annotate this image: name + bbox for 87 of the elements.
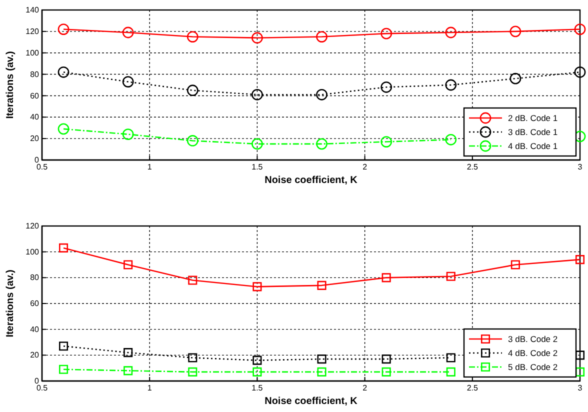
y-tick-label: 80 <box>30 273 40 282</box>
y-tick-label: 100 <box>26 48 40 58</box>
point <box>445 134 457 146</box>
point <box>445 79 457 91</box>
x-tick-label: 2.5 <box>466 384 479 393</box>
point <box>122 76 134 88</box>
y-tick-label: 100 <box>26 247 40 256</box>
point <box>382 354 391 364</box>
y-tick-label: 120 <box>26 222 40 231</box>
point <box>446 367 456 376</box>
point <box>124 348 133 358</box>
x-tick-label: 3 <box>578 384 583 393</box>
point <box>252 88 263 100</box>
point <box>58 123 70 135</box>
point <box>58 66 70 78</box>
point <box>58 243 68 252</box>
y-tick-label: 80 <box>30 70 40 79</box>
point <box>186 84 198 96</box>
x-tick-label: 1 <box>147 162 152 172</box>
point <box>58 342 68 351</box>
point <box>317 280 326 290</box>
legend-label: 3 dB. Code 1 <box>508 127 558 137</box>
point <box>446 272 456 281</box>
x-axis-title: Noise coefficient, K <box>264 396 358 407</box>
point <box>380 81 392 93</box>
point <box>380 28 392 40</box>
point <box>252 356 262 365</box>
point <box>316 31 328 42</box>
y-axis-title: Iterations (av.) <box>5 270 16 338</box>
y-tick-label: 40 <box>30 324 40 334</box>
x-tick-label: 0.5 <box>36 162 48 172</box>
point <box>124 260 133 270</box>
point <box>58 364 68 374</box>
legend-label: 4 dB. Code 1 <box>508 141 558 151</box>
y-tick-label: 20 <box>30 134 40 144</box>
x-axis-title: Noise coefficient, K <box>264 175 358 186</box>
point <box>252 282 262 292</box>
point <box>122 128 134 140</box>
y-tick-label: 0 <box>34 376 40 386</box>
y-axis-title: Iterations (av.) <box>5 51 16 119</box>
point <box>380 136 392 148</box>
point <box>252 32 263 44</box>
x-tick-label: 1 <box>147 384 152 393</box>
point <box>446 353 456 362</box>
point <box>510 72 522 84</box>
point <box>252 367 262 376</box>
y-tick-label: 60 <box>30 299 40 308</box>
x-tick-label: 2.5 <box>466 162 479 172</box>
x-tick-label: 3 <box>578 162 583 172</box>
y-tick-label: 20 <box>30 350 40 360</box>
point <box>574 24 586 35</box>
legend-label: 4 dB. Code 2 <box>508 348 558 358</box>
y-tick-label: 140 <box>26 6 40 15</box>
point <box>122 26 134 38</box>
point <box>317 354 326 364</box>
x-tick-label: 0.5 <box>36 384 48 393</box>
point <box>316 138 328 150</box>
y-tick-label: 60 <box>30 91 40 100</box>
point <box>575 255 585 264</box>
point <box>317 367 326 376</box>
legend-label: 3 dB. Code 2 <box>508 334 558 344</box>
point <box>510 26 522 38</box>
point <box>382 273 391 282</box>
point <box>188 276 198 285</box>
point <box>510 260 520 270</box>
x-tick-label: 1.5 <box>252 384 264 393</box>
point <box>186 135 198 146</box>
legend-label: 2 dB. Code 1 <box>508 113 558 123</box>
legend-label: 5 dB. Code 2 <box>508 362 558 372</box>
point <box>445 26 457 38</box>
point <box>574 66 586 78</box>
y-tick-label: 40 <box>30 112 40 122</box>
point <box>188 353 198 362</box>
x-tick-label: 2 <box>362 162 368 172</box>
point <box>252 138 263 150</box>
point <box>575 350 585 360</box>
point <box>58 24 70 35</box>
point <box>382 367 391 376</box>
point <box>188 367 198 376</box>
point <box>316 88 328 100</box>
x-tick-label: 1.5 <box>252 162 264 172</box>
x-tick-label: 2 <box>362 384 368 393</box>
point <box>575 367 585 376</box>
y-tick-label: 120 <box>26 26 40 36</box>
y-tick-label: 0 <box>34 156 40 165</box>
point <box>124 366 133 376</box>
point <box>186 31 198 42</box>
